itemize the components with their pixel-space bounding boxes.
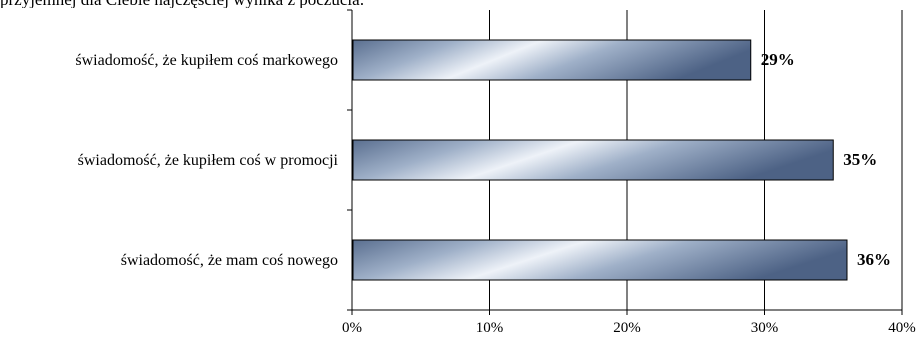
data-label: 35% bbox=[843, 150, 877, 169]
bar bbox=[352, 39, 752, 81]
category-label: świadomość, że kupiłem coś w promocji bbox=[78, 152, 339, 169]
bar bbox=[352, 139, 834, 181]
x-tick-label: 20% bbox=[613, 320, 641, 336]
data-label: 36% bbox=[857, 250, 891, 269]
category-label: świadomość, że kupiłem coś markowego bbox=[75, 52, 338, 69]
x-tick-label: 10% bbox=[476, 320, 504, 336]
x-tick-label: 30% bbox=[751, 320, 779, 336]
x-tick-label: 0% bbox=[342, 320, 362, 336]
bar bbox=[352, 239, 848, 281]
category-label: świadomość, że mam coś nowego bbox=[121, 252, 338, 269]
data-label: 29% bbox=[761, 50, 795, 69]
x-tick-label: 40% bbox=[888, 320, 916, 336]
chart-title-fragment: przyjemnej dla Ciebie najczęściej wynika… bbox=[0, 0, 364, 8]
